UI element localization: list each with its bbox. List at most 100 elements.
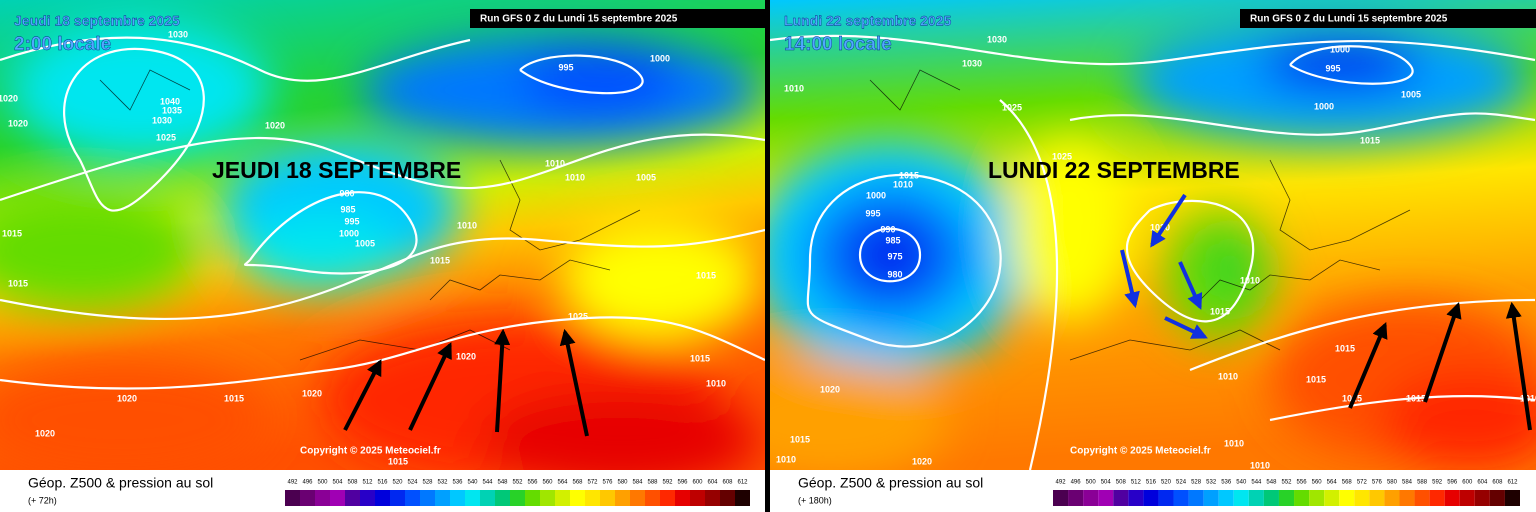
isobar-label: 985: [885, 235, 900, 245]
scale-label: 528: [422, 480, 433, 486]
scale-label: 552: [1281, 480, 1292, 486]
isobar-label: 1020: [8, 118, 28, 128]
scale-cell: [1369, 490, 1385, 506]
scale-cell: [1263, 490, 1279, 506]
isobar-label: 1010: [1250, 460, 1270, 470]
scale-label: 560: [542, 480, 553, 486]
run-box: [470, 9, 765, 28]
isobar-label: 995: [558, 62, 573, 72]
scale-cell: [570, 490, 585, 506]
scale-label: 536: [452, 480, 463, 486]
scale-cell: [615, 490, 630, 506]
isobar-label: 1020: [302, 388, 322, 398]
scale-cell: [1278, 490, 1295, 506]
isobar-label: 1015: [790, 434, 810, 444]
divider: [765, 0, 770, 512]
flow-arrow: [1505, 301, 1532, 431]
scale-label: 596: [1447, 480, 1458, 486]
isobar-label: 1020: [265, 120, 285, 130]
scale-cell: [360, 490, 375, 506]
scale-label: 500: [1086, 480, 1097, 486]
headline: LUNDI 22 SEPTEMBRE: [988, 157, 1240, 183]
scale-cell: [1384, 490, 1400, 506]
scale-cell: [1399, 490, 1415, 506]
scale-label: 572: [587, 480, 598, 486]
scale-cell: [1158, 490, 1174, 506]
flow-arrow: [1423, 301, 1462, 403]
scale-label: 568: [1342, 480, 1353, 486]
scale-label: 596: [677, 480, 688, 486]
isobar-label: 1000: [1314, 101, 1334, 111]
isobar: [0, 133, 765, 202]
isobar-label: 990: [880, 224, 895, 234]
scale-label: 612: [1507, 480, 1518, 486]
scale-cell: [450, 490, 465, 506]
isobar-label: 1025: [156, 132, 176, 142]
local-time: 2:00 locale: [14, 34, 111, 55]
isobar: [1125, 199, 1255, 323]
scale-cell: [465, 490, 480, 506]
scale-label: 612: [737, 480, 748, 486]
flow-arrow: [494, 328, 511, 433]
height-area: [1205, 240, 1255, 300]
isobar: [1269, 395, 1536, 422]
scale-label: 584: [632, 480, 643, 486]
isobar-label: 1010: [1240, 275, 1260, 285]
date: Lundi 22 septembre 2025: [784, 13, 952, 29]
scale-label: 508: [1116, 480, 1127, 486]
scale-cell: [1504, 490, 1520, 506]
forecast-hour: (+ 180h): [798, 495, 832, 505]
scale-cell: [510, 490, 525, 506]
isobar-label: 1015: [1210, 306, 1230, 316]
height-area: [845, 215, 935, 295]
isobar-label: 1020: [0, 93, 18, 103]
isobar: [0, 316, 765, 390]
scale-label: 508: [347, 480, 358, 486]
scale-label: 516: [377, 480, 388, 486]
scale-cell: [435, 490, 450, 506]
scale-label: 548: [497, 480, 508, 486]
scale-cell: [720, 490, 735, 506]
isobar: [858, 227, 922, 283]
isobar-label: 1030: [987, 34, 1007, 44]
isobar-label: 1010: [706, 378, 726, 388]
scale-label: 576: [602, 480, 613, 486]
height-area: [1010, 140, 1130, 320]
isobar-label: 1020: [820, 384, 840, 394]
scale-cell: [1173, 490, 1189, 506]
scale-label: 564: [1327, 480, 1338, 486]
isobar-label: 1015: [1335, 343, 1355, 353]
scale-cell: [1309, 490, 1325, 506]
map-panel: 1030103010009951000100510151010102510251…: [770, 0, 1536, 506]
isobar-label: 1030: [152, 115, 172, 125]
scale-cell: [1414, 490, 1430, 506]
scale-cell: [630, 490, 645, 506]
scale-cell: [1248, 490, 1264, 506]
isobar-label: 1010: [1520, 393, 1536, 403]
isobar-label: 1000: [866, 190, 886, 200]
scale-cell: [1459, 490, 1475, 506]
isobar: [243, 191, 418, 275]
local-time: 14:00 locale: [784, 34, 892, 55]
scale-label: 580: [1387, 480, 1398, 486]
flow-arrow: [1120, 249, 1140, 309]
copyright: Copyright © 2025 Meteociel.fr: [1070, 446, 1211, 457]
flow-arrow: [1150, 193, 1187, 248]
scale-label: 560: [1312, 480, 1323, 486]
scale-cell: [1354, 490, 1370, 506]
scale-label: 580: [617, 480, 628, 486]
isobar-label: 995: [1325, 63, 1340, 73]
isobar-label: 1035: [162, 105, 182, 115]
scale-cell: [1429, 490, 1445, 506]
isobar-label: 1005: [1401, 89, 1421, 99]
scale-label: 512: [1131, 480, 1142, 486]
scale-label: 512: [362, 480, 373, 486]
scale-label: 500: [317, 480, 328, 486]
scale-cell: [1203, 490, 1219, 506]
isobar-label: 1010: [545, 158, 565, 168]
run-info: Run GFS 0 Z du Lundi 15 septembre 2025: [1250, 14, 1448, 25]
scale-label: 552: [512, 480, 523, 486]
height-area: [520, 45, 680, 115]
scale-cell: [1053, 490, 1069, 506]
